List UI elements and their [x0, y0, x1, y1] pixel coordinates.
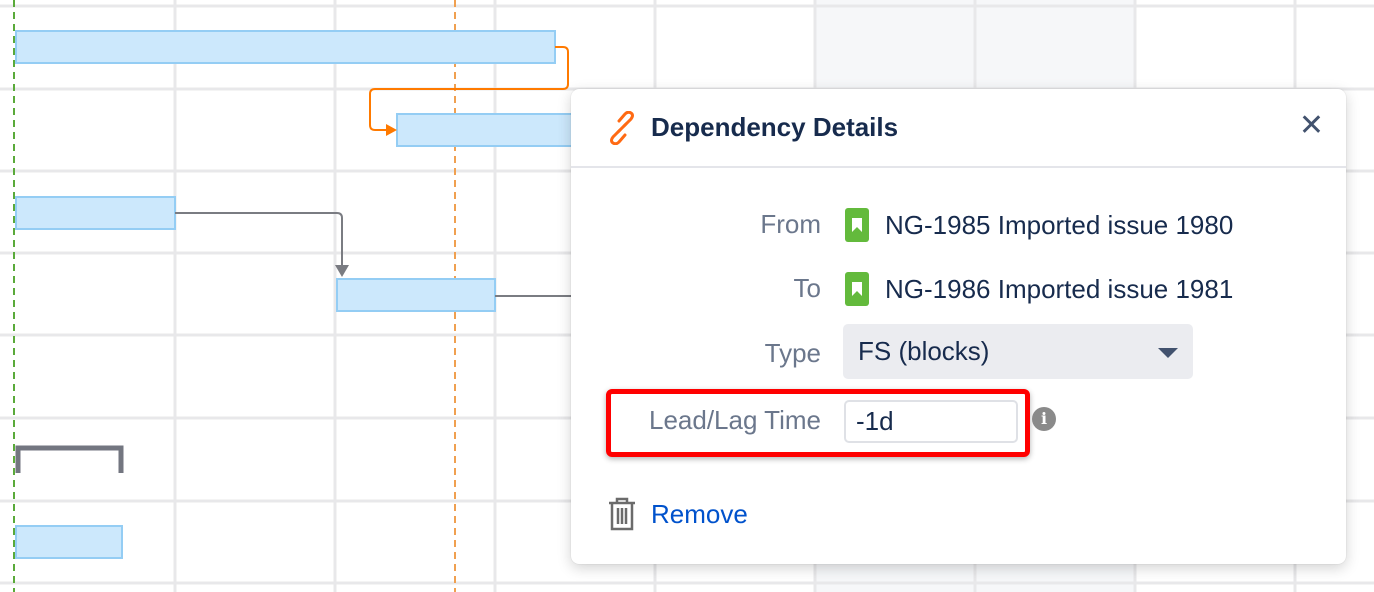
group-bracket[interactable]: [15, 445, 124, 473]
remove-button[interactable]: Remove: [607, 496, 748, 532]
to-issue[interactable]: NG-1986 Imported issue 1981: [845, 272, 1233, 306]
dependency-arrow-selected[interactable]: [369, 46, 569, 131]
arrowhead-icon: [386, 124, 397, 136]
from-issue-text: NG-1985 Imported issue 1980: [885, 209, 1234, 240]
type-select[interactable]: FS (blocks): [843, 324, 1193, 379]
task-bar[interactable]: [396, 113, 598, 147]
from-issue[interactable]: NG-1985 Imported issue 1980: [845, 208, 1233, 242]
remove-label: Remove: [651, 498, 748, 529]
story-icon: [845, 272, 869, 306]
task-bar[interactable]: [15, 525, 123, 559]
popup-header: Dependency Details ✕: [571, 89, 1346, 168]
dependency-details-popup: Dependency Details ✕ From NG-1985 Import…: [571, 89, 1346, 564]
info-icon[interactable]: i: [1032, 407, 1056, 431]
highlight-box: [606, 389, 1030, 457]
lead-lag-value: -1d: [856, 406, 894, 436]
story-icon: [845, 208, 869, 242]
to-label: To: [793, 273, 821, 303]
from-label: From: [760, 209, 821, 239]
dependency-arrow[interactable]: [175, 212, 343, 266]
popup-title: Dependency Details: [651, 112, 899, 142]
task-bar[interactable]: [15, 30, 556, 64]
lead-lag-label: Lead/Lag Time: [648, 405, 821, 435]
to-issue-text: NG-1986 Imported issue 1981: [885, 273, 1234, 304]
link-icon: [610, 110, 634, 145]
task-bar[interactable]: [15, 196, 176, 230]
close-icon[interactable]: ✕: [1298, 109, 1324, 142]
task-bar[interactable]: [336, 278, 496, 312]
type-value: FS (blocks): [858, 336, 990, 366]
lead-lag-input[interactable]: -1d: [844, 400, 1018, 443]
chevron-down-icon: [1158, 348, 1178, 358]
type-label: Type: [764, 338, 821, 368]
trash-icon: [609, 497, 635, 531]
arrowhead-icon: [335, 265, 349, 277]
